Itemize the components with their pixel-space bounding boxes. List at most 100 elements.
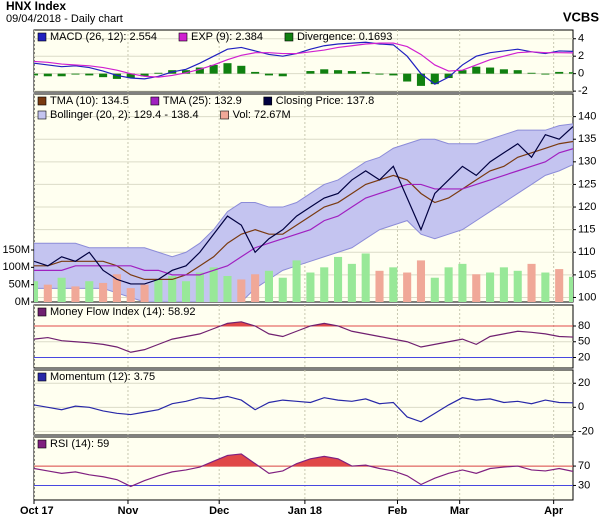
bar (85, 73, 94, 76)
bar (306, 272, 315, 302)
bar (43, 73, 52, 77)
bar (251, 71, 260, 74)
legend-marker (220, 110, 229, 120)
bar (347, 71, 356, 74)
bar (306, 71, 315, 74)
bar (181, 281, 191, 302)
legend-marker (37, 96, 47, 106)
bar (403, 272, 412, 302)
bar (499, 267, 508, 302)
bar (57, 73, 66, 77)
y-tick-label: 20 (578, 351, 590, 363)
bar (264, 270, 273, 302)
bar (499, 69, 508, 74)
bar (472, 274, 481, 302)
bar (416, 73, 426, 86)
plot-area (34, 370, 573, 435)
bar (320, 267, 329, 302)
bar (71, 73, 80, 75)
bar (568, 72, 573, 74)
y-tick-label: 115 (578, 224, 596, 236)
plot-area (34, 30, 573, 92)
bar (527, 263, 536, 302)
line (34, 42, 573, 78)
bar (278, 277, 287, 302)
bar (237, 65, 246, 74)
y-tick-label: 4 (578, 33, 584, 45)
bar (99, 282, 108, 302)
bar (195, 272, 204, 302)
y-tick-label: 135 (578, 133, 596, 145)
y-tick-label: 2 (578, 50, 584, 62)
line (34, 148, 573, 276)
line (34, 453, 573, 488)
bar (513, 70, 522, 74)
legend-marker (150, 96, 160, 106)
bar (320, 69, 329, 74)
bar (251, 274, 260, 302)
bar (541, 73, 550, 75)
bar (527, 72, 536, 74)
x-tick-label: Jan 18 (288, 505, 322, 517)
bar (416, 260, 426, 302)
y-tick-label: 105 (578, 269, 596, 281)
bar (555, 269, 564, 302)
bar (126, 73, 135, 79)
bar (209, 267, 218, 302)
y-tick-label: 130 (578, 156, 596, 168)
bar (541, 272, 550, 302)
y-tick-label: 140 (578, 111, 596, 123)
bar (112, 274, 121, 302)
bar (375, 270, 384, 302)
bar (389, 73, 398, 76)
bar (168, 276, 177, 302)
bar (223, 276, 232, 302)
legend-label: TMA (10): 134.5 (50, 95, 129, 107)
y-tick-label: 0 (578, 401, 584, 413)
y-tick-label: 70 (578, 460, 590, 472)
bar (403, 73, 412, 82)
bar (140, 73, 149, 77)
legend-marker (284, 32, 294, 42)
y2-tick-label: 150M (2, 244, 30, 256)
legend-label: Divergence: 0.1693 (297, 31, 392, 43)
bar (85, 281, 94, 302)
x-tick-label: Apr (544, 505, 564, 517)
y-tick-label: 120 (578, 201, 596, 213)
bar (237, 279, 246, 302)
legend-label: RSI (14): 59 (50, 438, 109, 450)
bar (34, 281, 39, 302)
y2-tick-label: 50M (9, 279, 30, 291)
y-tick-label: 20 (578, 377, 590, 389)
bar (361, 71, 370, 74)
y-tick-label: 0 (578, 68, 584, 80)
bar (472, 66, 481, 74)
panel (33, 436, 574, 501)
line (34, 395, 573, 423)
panel (33, 29, 574, 93)
legend-label: EXP (9): 2.384 (191, 31, 263, 43)
chart-title: HNX Index (6, 0, 66, 13)
bar (361, 253, 370, 302)
legend-label: Momentum (12): 3.75 (50, 371, 155, 383)
legend-marker (37, 307, 47, 317)
bar (555, 71, 564, 74)
bar (43, 284, 52, 302)
bar (99, 73, 108, 78)
bar (334, 256, 343, 302)
bar (112, 73, 121, 79)
bar (513, 270, 522, 302)
legend-marker (37, 439, 47, 449)
bar (154, 72, 163, 74)
y-tick-label: 30 (578, 479, 590, 491)
y-tick-label: 125 (578, 178, 596, 190)
legend-marker (37, 110, 47, 120)
bar (34, 73, 39, 76)
line (34, 140, 573, 280)
plot-area (34, 305, 573, 368)
bar (347, 263, 356, 302)
bar (568, 276, 573, 302)
bar (444, 73, 453, 79)
plot-area (34, 94, 573, 302)
